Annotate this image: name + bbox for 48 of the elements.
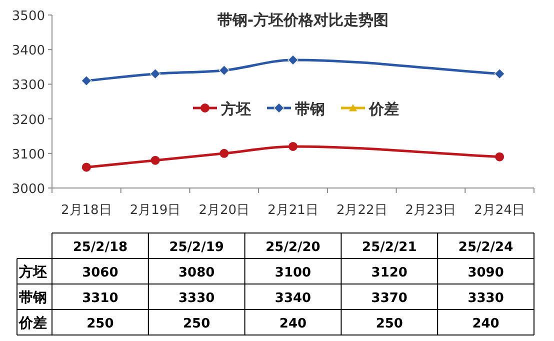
legend-label: 方坯 [220, 100, 251, 118]
data-label: 3310 [82, 290, 118, 306]
data-label: 250 [86, 316, 114, 332]
x-tick-label: 2月21日 [268, 203, 318, 218]
data-label: 250 [183, 316, 210, 332]
legend-label: 价差 [368, 100, 399, 118]
point [81, 75, 92, 86]
y-tick-label: 3400 [12, 44, 45, 59]
point [82, 162, 91, 172]
y-tick-label: 3100 [12, 147, 45, 162]
data-label: 3330 [468, 290, 504, 306]
data-label: 3340 [274, 290, 312, 306]
y-tick-label: 3000 [12, 182, 45, 197]
point [150, 68, 161, 80]
x-tick-label: 2月18日 [61, 203, 112, 218]
data-label: 3100 [274, 265, 312, 280]
y-tick-label: 方坯 [18, 263, 47, 280]
point [288, 142, 298, 151]
data-label: 3120 [371, 265, 408, 280]
data-label: 240 [279, 316, 307, 332]
legend-label: 带钢 [295, 100, 325, 118]
point [288, 54, 298, 66]
y-tick-label: 带钢 [19, 290, 47, 306]
y-tick-label: 3300 [12, 78, 45, 94]
x-tick-label: 2月23日 [405, 203, 456, 218]
y-tick-label: 3500 [12, 9, 45, 24]
data-label: 3090 [468, 265, 504, 280]
chart-title: 带钢-方坯价格对比走势图 [217, 11, 389, 29]
x-tick-label: 25/2/18 [72, 240, 128, 255]
data-label: 250 [376, 316, 403, 332]
y-tick-label: 价差 [18, 315, 47, 332]
x-tick-label: 2月22日 [336, 203, 388, 218]
x-tick-label: 25/2/24 [458, 240, 514, 255]
point [220, 148, 229, 158]
x-tick-label: 2月20日 [198, 203, 250, 218]
data-label: 3060 [82, 265, 118, 280]
data-label: 3330 [178, 290, 215, 306]
x-tick-label: 2月19日 [130, 203, 181, 218]
x-tick-label: 25/2/19 [169, 240, 224, 255]
data-label: 240 [472, 316, 500, 332]
x-tick-label: 2月24日 [474, 203, 525, 218]
data-label: 3370 [371, 290, 408, 306]
data-label: 3080 [178, 265, 215, 280]
y-tick-label: 3200 [12, 112, 45, 128]
x-tick-label: 25/2/21 [362, 240, 417, 255]
x-tick-label: 25/2/20 [266, 240, 320, 255]
point [218, 65, 230, 76]
point [150, 156, 160, 165]
